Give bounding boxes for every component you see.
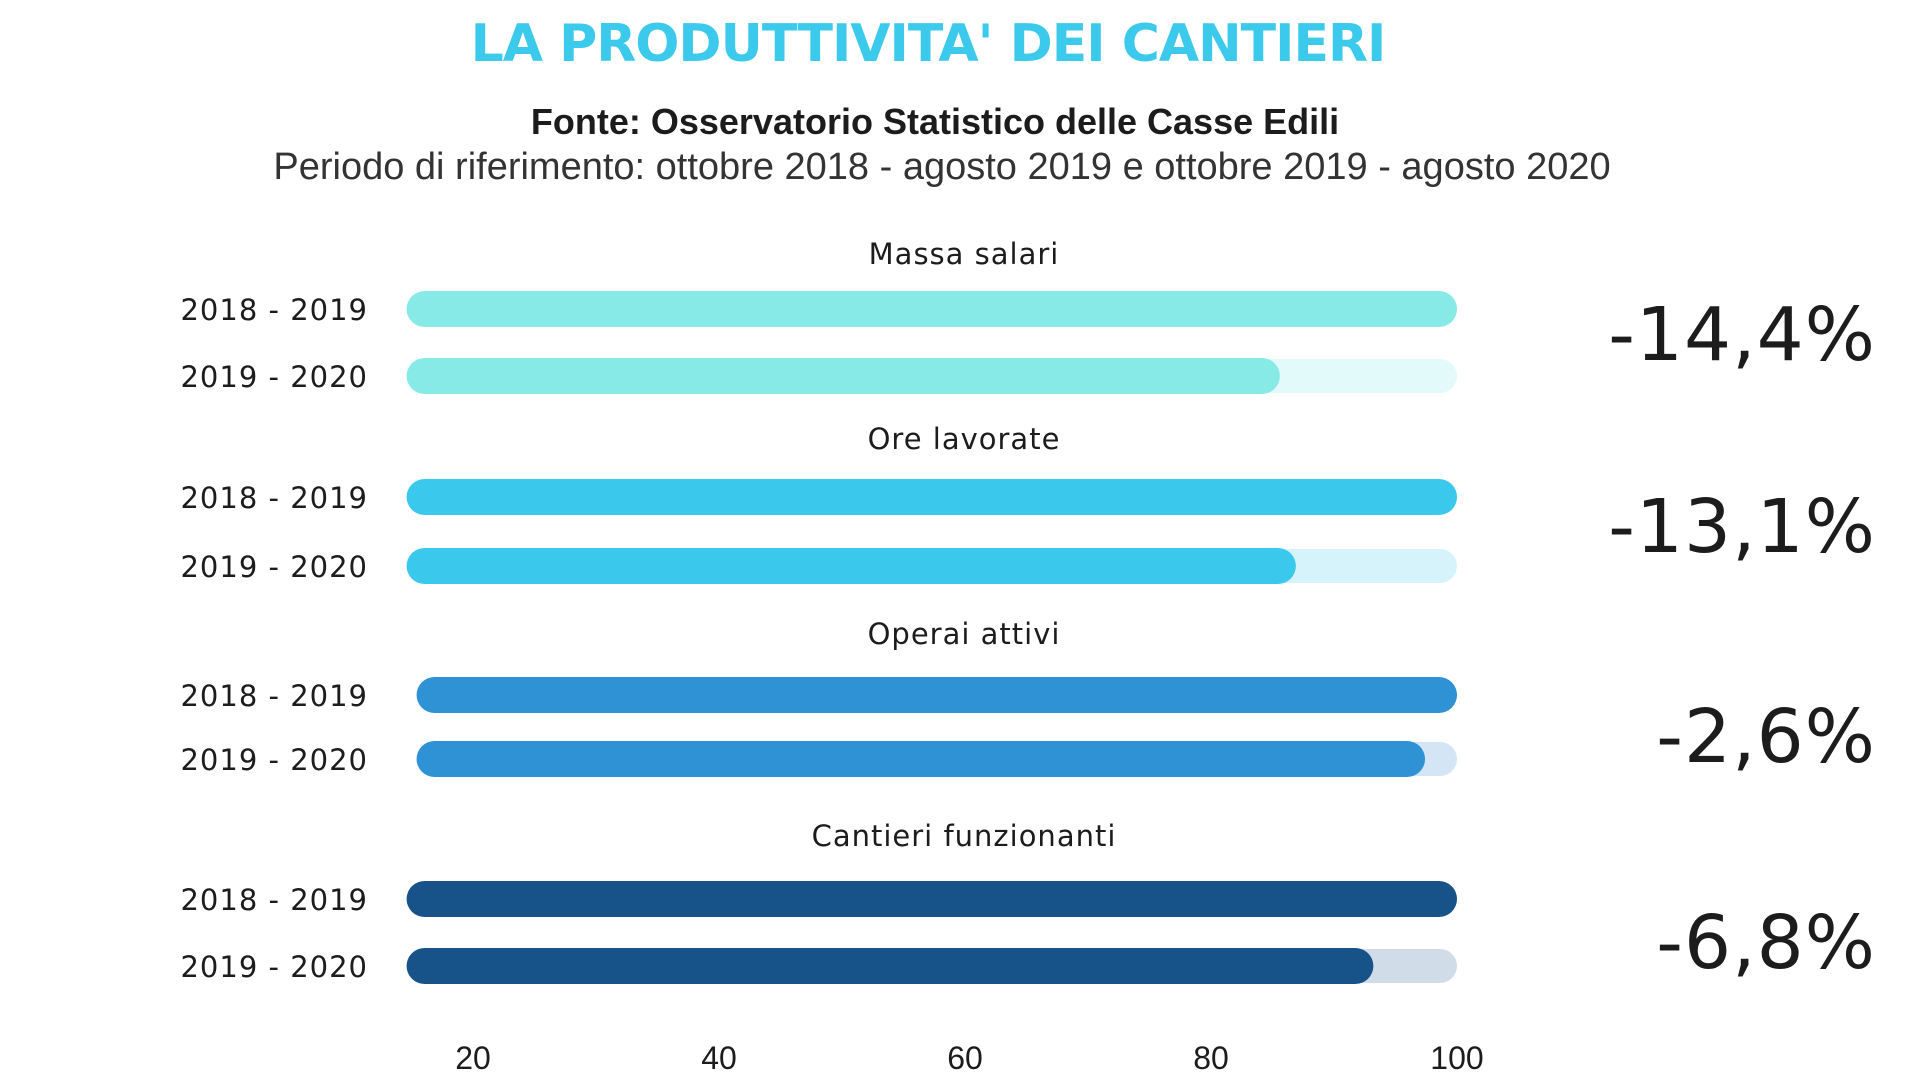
change-label-massa-salari: -14,4% [1608, 292, 1876, 378]
bar-ore-lavorate-2019-2020 [406, 548, 1296, 584]
x-tick-label: 100 [1430, 1040, 1483, 1076]
bar-operai-attivi-2019-2020 [416, 741, 1426, 777]
group-title-cantieri-funzionanti: Cantieri funzionanti [812, 819, 1117, 853]
row-label: 2018 - 2019 [180, 679, 368, 713]
bar-cantieri-funzionanti-2018-2019 [406, 881, 1458, 917]
group-title-operai-attivi: Operai attivi [868, 617, 1061, 651]
row-label: 2018 - 2019 [180, 883, 368, 917]
x-tick-label: 20 [455, 1040, 491, 1076]
chart-period-note: Periodo di riferimento: ottobre 2018 - a… [273, 146, 1611, 188]
chart-source: Fonte: Osservatorio Statistico delle Cas… [530, 101, 1340, 142]
row-label: 2018 - 2019 [180, 481, 368, 515]
row-label: 2019 - 2020 [180, 360, 368, 394]
bar-operai-attivi-2018-2019 [416, 677, 1458, 713]
bar-massa-salari-2018-2019 [406, 291, 1458, 327]
x-tick-label: 40 [701, 1040, 737, 1076]
row-label: 2019 - 2020 [180, 550, 368, 584]
change-label-cantieri-funzionanti: -6,8% [1656, 900, 1876, 986]
change-label-ore-lavorate: -13,1% [1608, 484, 1876, 570]
row-label: 2019 - 2020 [180, 743, 368, 777]
chart-title: LA PRODUTTIVITA' DEI CANTIERI [470, 14, 1387, 74]
change-label-operai-attivi: -2,6% [1656, 694, 1876, 780]
group-title-massa-salari: Massa salari [869, 237, 1060, 271]
x-tick-label: 60 [947, 1040, 983, 1076]
x-tick-label: 80 [1193, 1040, 1229, 1076]
row-label: 2019 - 2020 [180, 950, 368, 984]
bar-cantieri-funzionanti-2019-2020 [406, 948, 1374, 984]
group-title-ore-lavorate: Ore lavorate [868, 422, 1061, 456]
row-label: 2018 - 2019 [180, 293, 368, 327]
bar-massa-salari-2019-2020 [406, 358, 1280, 394]
bar-ore-lavorate-2018-2019 [406, 479, 1458, 515]
